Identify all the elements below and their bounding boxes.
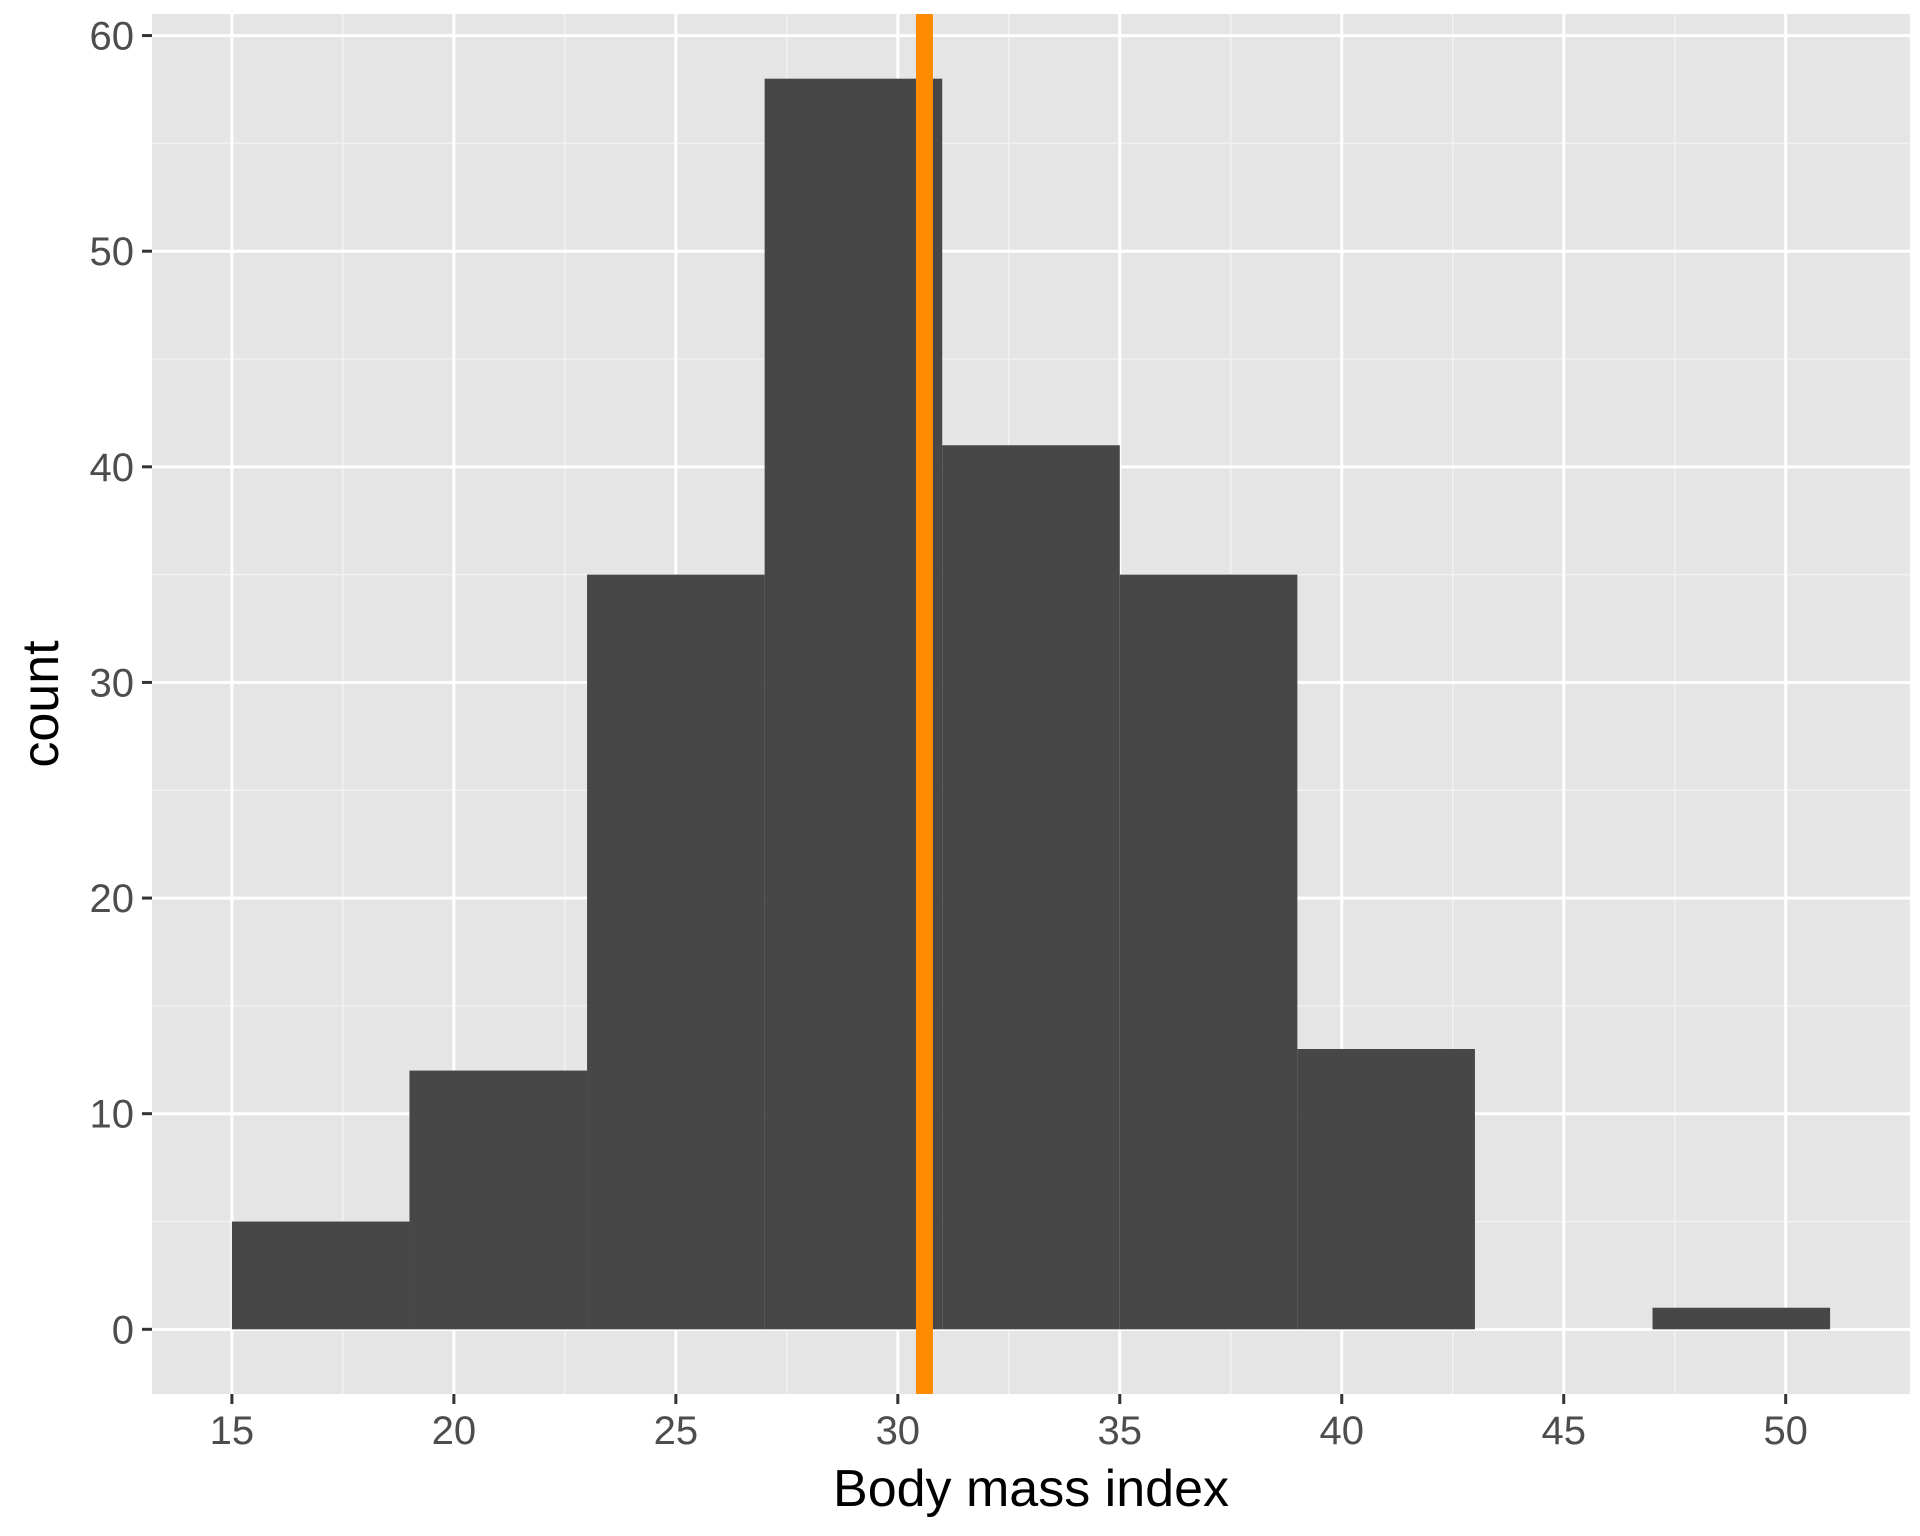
x-tick-label: 50 xyxy=(1763,1409,1808,1453)
y-axis-title: count xyxy=(12,640,70,768)
y-tick-label: 50 xyxy=(90,230,135,274)
x-tick-label: 40 xyxy=(1320,1409,1365,1453)
histogram-bar xyxy=(942,445,1120,1330)
histogram-bar xyxy=(587,574,765,1330)
y-tick-label: 40 xyxy=(90,446,135,490)
x-tick-label: 35 xyxy=(1098,1409,1143,1453)
y-tick-label: 60 xyxy=(90,15,135,59)
y-tick-label: 0 xyxy=(112,1308,134,1352)
histogram-bar xyxy=(1297,1049,1475,1330)
axis-ticks xyxy=(142,34,1788,1404)
x-tick-label: 15 xyxy=(210,1409,255,1453)
x-axis-title: Body mass index xyxy=(833,1460,1229,1518)
y-tick-label: 20 xyxy=(90,877,135,921)
x-tick-label: 20 xyxy=(432,1409,477,1453)
x-tick-label: 25 xyxy=(654,1409,699,1453)
histogram-bar xyxy=(231,1221,410,1330)
histogram-bar xyxy=(409,1070,588,1330)
histogram-bar xyxy=(764,78,943,1330)
x-tick-label: 45 xyxy=(1541,1409,1586,1453)
histogram-bar xyxy=(1119,574,1298,1330)
histogram-bar xyxy=(1652,1307,1831,1330)
x-tick-label: 30 xyxy=(876,1409,921,1453)
y-tick-label: 10 xyxy=(90,1093,135,1137)
tick-labels: 15 20 25 30 35 40 45 50 0 10 20 30 40 50 60 xyxy=(90,15,1808,1453)
y-tick-label: 30 xyxy=(90,661,135,705)
histogram-bars xyxy=(231,78,1831,1330)
